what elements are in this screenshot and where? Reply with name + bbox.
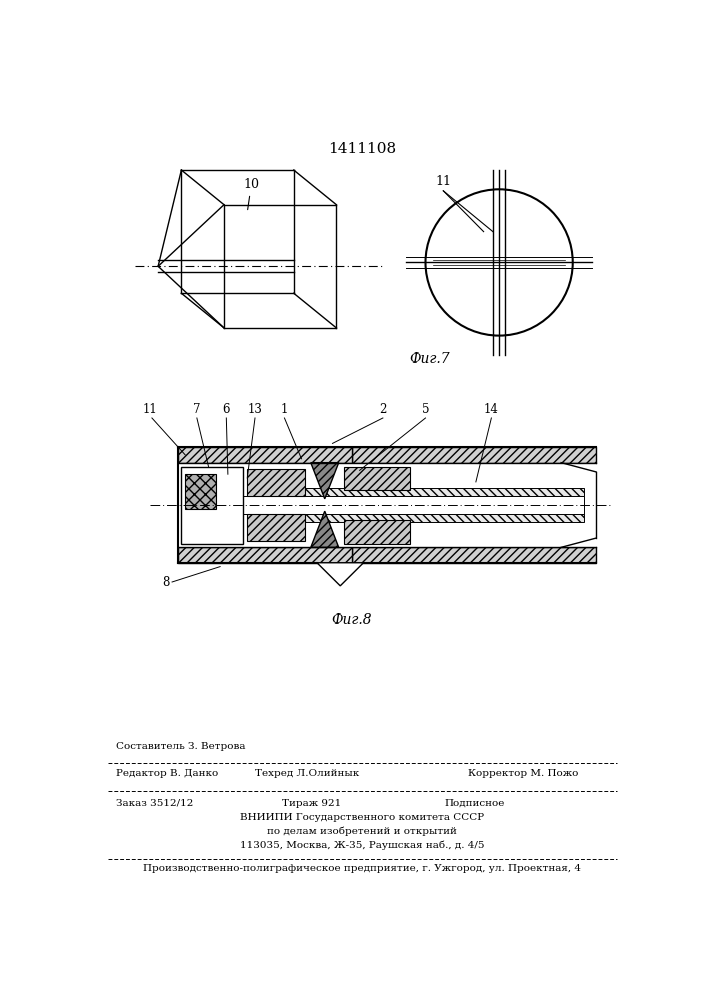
Bar — [352, 547, 596, 563]
Text: Редактор В. Данко: Редактор В. Данко — [115, 769, 218, 778]
Text: 2: 2 — [379, 403, 387, 416]
Text: 1411108: 1411108 — [328, 142, 396, 156]
Text: Составитель З. Ветрова: Составитель З. Ветрова — [115, 742, 245, 751]
Bar — [352, 447, 596, 463]
Text: 7: 7 — [193, 403, 201, 416]
Text: Фиг.8: Фиг.8 — [332, 613, 372, 628]
Text: 8: 8 — [162, 576, 170, 588]
Text: 1: 1 — [281, 403, 288, 416]
Text: Фиг.7: Фиг.7 — [409, 352, 450, 366]
Bar — [185, 474, 216, 509]
Text: 13: 13 — [247, 403, 262, 416]
Bar — [177, 447, 352, 463]
Text: Корректор М. Пожо: Корректор М. Пожо — [468, 769, 578, 778]
Text: 113035, Москва, Ж-35, Раушская наб., д. 4/5: 113035, Москва, Ж-35, Раушская наб., д. … — [240, 840, 484, 850]
Text: Подписное: Подписное — [445, 799, 506, 808]
Text: по делам изобретений и открытий: по делам изобретений и открытий — [267, 827, 457, 836]
Polygon shape — [311, 511, 339, 547]
Text: ВНИИПИ Государственного комитета СССР: ВНИИПИ Государственного комитета СССР — [240, 813, 484, 822]
Text: 6: 6 — [223, 403, 230, 416]
Text: 5: 5 — [422, 403, 429, 416]
Text: 11: 11 — [143, 403, 158, 416]
Text: Заказ 3512/12: Заказ 3512/12 — [115, 799, 193, 808]
Bar — [193, 496, 585, 514]
Bar — [247, 469, 305, 496]
Bar — [177, 463, 596, 547]
Bar — [255, 488, 585, 496]
Bar — [247, 514, 305, 541]
Polygon shape — [311, 463, 339, 499]
Bar — [255, 514, 585, 522]
Bar — [182, 466, 243, 544]
Text: Производственно-полиграфическое предприятие, г. Ужгород, ул. Проектная, 4: Производственно-полиграфическое предприя… — [143, 864, 581, 873]
Text: Тираж 921: Тираж 921 — [282, 799, 341, 808]
Text: 10: 10 — [243, 178, 259, 210]
Text: 14: 14 — [484, 403, 499, 416]
Bar — [344, 466, 410, 490]
Polygon shape — [317, 563, 363, 586]
Text: 11: 11 — [436, 175, 451, 188]
Text: Техред Л.Олийнык: Техред Л.Олийнык — [255, 769, 359, 778]
Bar — [344, 520, 410, 544]
Bar — [177, 547, 352, 563]
